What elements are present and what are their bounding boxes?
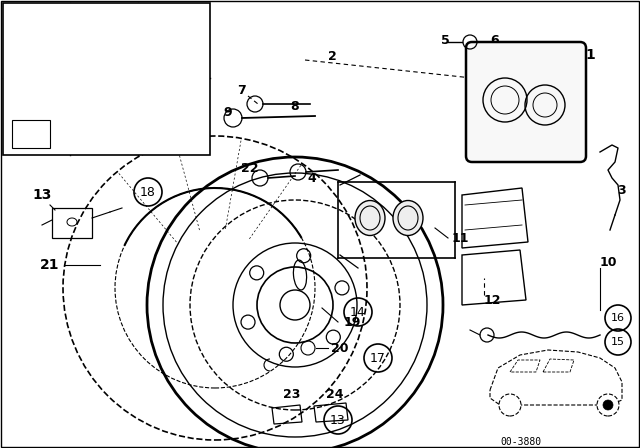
Text: 24: 24 bbox=[326, 388, 344, 401]
Text: 00-3880: 00-3880 bbox=[500, 437, 541, 447]
Text: 5: 5 bbox=[440, 34, 449, 47]
Text: 23: 23 bbox=[284, 388, 301, 401]
Text: 15: 15 bbox=[611, 337, 625, 347]
Text: 22: 22 bbox=[241, 161, 259, 175]
Bar bbox=[52, 208, 92, 238]
FancyBboxPatch shape bbox=[466, 42, 586, 162]
Text: 16: 16 bbox=[74, 5, 91, 18]
Bar bbox=[12, 120, 50, 148]
Text: 9: 9 bbox=[224, 105, 232, 119]
Text: 16: 16 bbox=[611, 313, 625, 323]
Text: 8: 8 bbox=[291, 99, 300, 112]
Text: 6: 6 bbox=[491, 34, 499, 47]
Text: 18: 18 bbox=[140, 185, 156, 198]
Text: 13: 13 bbox=[32, 188, 52, 202]
Bar bbox=[3, 3, 210, 155]
Text: 19: 19 bbox=[343, 315, 361, 328]
Text: 17: 17 bbox=[370, 352, 386, 365]
Circle shape bbox=[499, 394, 521, 416]
Text: 10: 10 bbox=[599, 255, 617, 268]
Text: 7: 7 bbox=[237, 83, 246, 96]
Text: 12: 12 bbox=[483, 293, 500, 306]
Circle shape bbox=[597, 394, 619, 416]
Text: 14: 14 bbox=[350, 306, 366, 319]
Text: 14: 14 bbox=[140, 5, 157, 18]
Text: 1: 1 bbox=[585, 48, 595, 62]
Text: 4: 4 bbox=[308, 172, 316, 185]
Text: 21: 21 bbox=[40, 258, 60, 272]
Ellipse shape bbox=[355, 201, 385, 236]
Ellipse shape bbox=[393, 201, 423, 236]
Text: 20: 20 bbox=[332, 341, 349, 354]
Text: 2: 2 bbox=[328, 49, 337, 63]
Text: 13: 13 bbox=[330, 414, 346, 426]
Text: 15: 15 bbox=[73, 78, 91, 91]
Circle shape bbox=[603, 400, 613, 410]
Text: 18: 18 bbox=[6, 5, 24, 18]
Text: 11: 11 bbox=[451, 232, 468, 245]
Text: 17: 17 bbox=[6, 78, 24, 91]
Text: 3: 3 bbox=[618, 184, 627, 197]
